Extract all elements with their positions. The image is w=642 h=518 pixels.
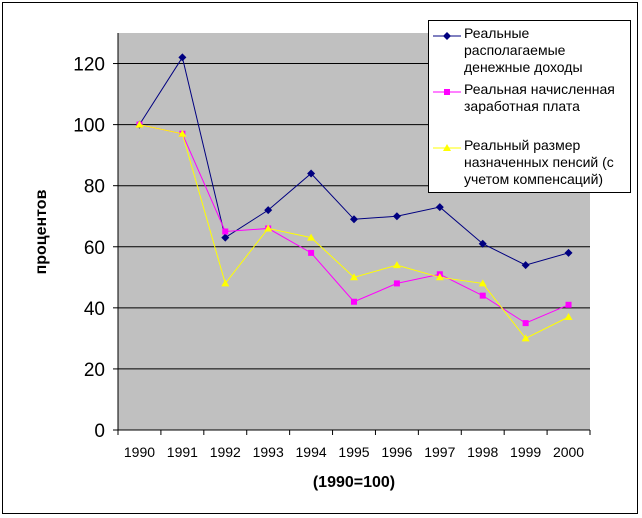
x-tick-label: 1996 [381,444,412,460]
x-axis-title: (1990=100) [313,474,395,491]
legend-label-pension: Реальный размер назначенных пенсий (с уч… [464,137,614,187]
y-tick-label: 60 [84,238,105,259]
x-tick-label: 1995 [338,444,369,460]
data-point [393,280,400,287]
legend-entry-wage: Реальная начисленная заработная плата [429,79,629,135]
x-tick-label: 2000 [553,444,584,460]
data-point [350,273,358,281]
x-tick-labels: 1990 1991 1992 1993 1994 1995 1996 1997 1998 1999… [117,430,591,460]
legend: Реальные располагаемые денежные доходы Р… [428,20,631,193]
y-tick-label: 40 [84,299,105,320]
data-point [351,298,357,305]
series-0 [135,53,573,270]
x-tick-label: 1991 [167,444,198,460]
y-tick-label: 20 [84,360,105,381]
y-tick-label: 80 [84,177,105,198]
data-point [222,228,229,235]
y-tick-label: 0 [94,421,105,442]
series-lines [135,53,573,342]
data-point [221,233,230,242]
series-2 [135,120,573,342]
data-point [308,249,315,256]
legend-label-income: Реальные располагаемые денежные доходы [464,25,583,75]
data-point [178,129,187,137]
x-tick-label: 1990 [124,444,155,460]
data-point [221,279,230,287]
legend-entry-income: Реальные располагаемые денежные доходы [429,23,629,79]
data-point [522,320,529,327]
data-point [479,292,486,299]
data-point [307,169,316,178]
data-point [392,261,401,269]
data-point [564,313,573,321]
x-tick-label: 1993 [253,444,284,460]
y-tick-label: 120 [73,55,105,76]
legend-label-wage: Реальная начисленная заработная плата [464,81,615,114]
data-point [435,203,444,212]
data-point [521,334,530,342]
data-point [478,279,487,287]
x-tick-label: 1997 [424,444,455,460]
data-point [565,301,572,308]
x-tick-label: 1998 [467,444,498,460]
y-tick-labels: 0 20 40 60 80 100 120 [73,55,118,442]
data-point [178,53,187,62]
x-tick-label: 1999 [510,444,541,460]
y-axis-title: процентов [33,189,50,274]
x-tick-label: 1994 [296,444,327,460]
legend-swatch-pension [433,144,461,151]
data-point [307,233,316,241]
data-point [264,206,273,215]
y-tick-label: 100 [73,116,105,137]
data-point [521,261,530,270]
data-point [478,239,487,248]
data-point [564,248,573,257]
data-point [435,273,444,281]
data-point [392,212,401,221]
legend-entry-pension: Реальный размер назначенных пенсий (с уч… [429,135,629,191]
x-tick-label: 1992 [210,444,241,460]
legend-swatch-income [433,32,461,40]
legend-swatch-wage [433,89,461,95]
data-point [135,120,144,128]
data-point [350,215,358,224]
data-point [264,224,273,232]
